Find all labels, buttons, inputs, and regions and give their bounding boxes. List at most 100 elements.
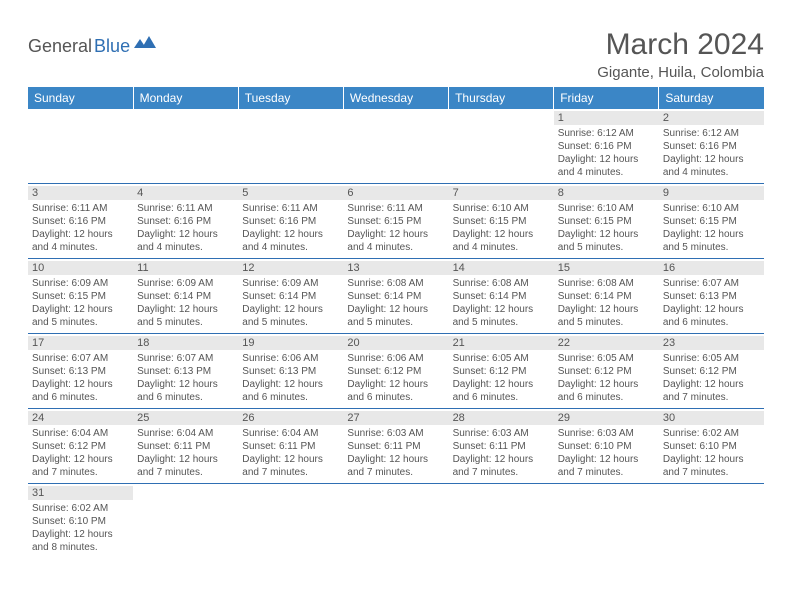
day-number: 31 — [28, 486, 133, 500]
calendar-cell: 29Sunrise: 6:03 AMSunset: 6:10 PMDayligh… — [554, 409, 659, 484]
calendar-cell: 20Sunrise: 6:06 AMSunset: 6:12 PMDayligh… — [343, 334, 448, 409]
day-detail: Sunrise: 6:11 AM — [242, 202, 339, 215]
day-number: 20 — [343, 336, 448, 350]
day-number: 8 — [554, 186, 659, 200]
day-detail: Sunset: 6:15 PM — [347, 215, 444, 228]
day-header: Sunday — [28, 87, 133, 109]
calendar-cell: 2Sunrise: 6:12 AMSunset: 6:16 PMDaylight… — [659, 109, 764, 184]
day-number: 6 — [343, 186, 448, 200]
day-header: Wednesday — [343, 87, 448, 109]
day-detail: and 6 minutes. — [347, 391, 444, 404]
day-header: Friday — [554, 87, 659, 109]
day-detail: Daylight: 12 hours — [663, 228, 760, 241]
day-number: 3 — [28, 186, 133, 200]
day-header: Saturday — [659, 87, 764, 109]
day-detail: Sunset: 6:11 PM — [347, 440, 444, 453]
page-header: GeneralBlue March 2024 Gigante, Huila, C… — [28, 28, 764, 81]
day-detail: Sunrise: 6:09 AM — [32, 277, 129, 290]
day-detail: Daylight: 12 hours — [137, 228, 234, 241]
day-number: 5 — [238, 186, 343, 200]
day-detail: Sunset: 6:16 PM — [558, 140, 655, 153]
location-text: Gigante, Huila, Colombia — [597, 64, 764, 81]
day-detail: Sunset: 6:12 PM — [347, 365, 444, 378]
day-detail: and 7 minutes. — [453, 466, 550, 479]
day-detail: and 4 minutes. — [242, 241, 339, 254]
day-detail: and 5 minutes. — [242, 316, 339, 329]
calendar-cell: 3Sunrise: 6:11 AMSunset: 6:16 PMDaylight… — [28, 184, 133, 259]
day-detail: and 7 minutes. — [32, 466, 129, 479]
day-header: Thursday — [449, 87, 554, 109]
day-number: 15 — [554, 261, 659, 275]
day-detail: Sunset: 6:11 PM — [453, 440, 550, 453]
day-detail: Sunset: 6:14 PM — [558, 290, 655, 303]
calendar-cell — [449, 109, 554, 184]
day-detail: Sunset: 6:10 PM — [558, 440, 655, 453]
calendar-cell — [133, 484, 238, 559]
day-detail: Sunrise: 6:02 AM — [32, 502, 129, 515]
calendar-cell: 15 Sunrise: 6:08 AMSunset: 6:14 PMDayligh… — [554, 259, 659, 334]
day-detail: Sunrise: 6:10 AM — [453, 202, 550, 215]
calendar-cell: 1Sunrise: 6:12 AMSunset: 6:16 PMDaylight… — [554, 109, 659, 184]
day-detail: Daylight: 12 hours — [347, 378, 444, 391]
calendar-page: GeneralBlue March 2024 Gigante, Huila, C… — [0, 0, 792, 558]
day-number: 23 — [659, 336, 764, 350]
calendar-cell — [343, 484, 448, 559]
day-detail: and 6 minutes. — [453, 391, 550, 404]
day-number: 30 — [659, 411, 764, 425]
day-detail: and 8 minutes. — [32, 541, 129, 554]
day-header-row: SundayMondayTuesdayWednesdayThursdayFrid… — [28, 87, 764, 109]
day-detail: Sunset: 6:16 PM — [137, 215, 234, 228]
calendar-cell: 13Sunrise: 6:08 AMSunset: 6:14 PMDayligh… — [343, 259, 448, 334]
day-number: 24 — [28, 411, 133, 425]
day-detail: and 5 minutes. — [558, 241, 655, 254]
day-detail: Daylight: 12 hours — [663, 153, 760, 166]
day-detail: and 5 minutes. — [32, 316, 129, 329]
day-detail: Daylight: 12 hours — [242, 303, 339, 316]
calendar-cell: 30Sunrise: 6:02 AMSunset: 6:10 PMDayligh… — [659, 409, 764, 484]
calendar-cell: 11Sunrise: 6:09 AMSunset: 6:14 PMDayligh… — [133, 259, 238, 334]
calendar-cell: 6Sunrise: 6:11 AMSunset: 6:15 PMDaylight… — [343, 184, 448, 259]
day-detail: Sunset: 6:10 PM — [663, 440, 760, 453]
day-detail: Daylight: 12 hours — [558, 303, 655, 316]
calendar-row: 10Sunrise: 6:09 AMSunset: 6:15 PMDayligh… — [28, 259, 764, 334]
day-detail: Daylight: 12 hours — [347, 228, 444, 241]
calendar-cell: 5Sunrise: 6:11 AMSunset: 6:16 PMDaylight… — [238, 184, 343, 259]
title-block: March 2024 Gigante, Huila, Colombia — [597, 28, 764, 81]
day-detail: Sunrise: 6:05 AM — [663, 352, 760, 365]
day-detail: Sunset: 6:13 PM — [242, 365, 339, 378]
day-detail: and 4 minutes. — [663, 166, 760, 179]
day-number: 10 — [28, 261, 133, 275]
calendar-cell: 17Sunrise: 6:07 AMSunset: 6:13 PMDayligh… — [28, 334, 133, 409]
day-detail: Sunset: 6:10 PM — [32, 515, 129, 528]
day-detail: Sunrise: 6:04 AM — [137, 427, 234, 440]
day-detail: Daylight: 12 hours — [137, 303, 234, 316]
day-detail: and 7 minutes. — [347, 466, 444, 479]
calendar-cell — [238, 109, 343, 184]
day-detail: Sunrise: 6:08 AM — [347, 277, 444, 290]
day-number: 9 — [659, 186, 764, 200]
day-detail: Sunrise: 6:05 AM — [558, 352, 655, 365]
calendar-row: 17Sunrise: 6:07 AMSunset: 6:13 PMDayligh… — [28, 334, 764, 409]
day-detail: Daylight: 12 hours — [558, 378, 655, 391]
day-number: 1 — [554, 111, 659, 125]
day-detail: Daylight: 12 hours — [32, 378, 129, 391]
day-detail: and 6 minutes. — [663, 316, 760, 329]
day-detail: Sunrise: 6:05 AM — [453, 352, 550, 365]
calendar-row: 3Sunrise: 6:11 AMSunset: 6:16 PMDaylight… — [28, 184, 764, 259]
calendar-cell — [133, 109, 238, 184]
day-detail: Sunrise: 6:10 AM — [663, 202, 760, 215]
day-detail: Daylight: 12 hours — [453, 378, 550, 391]
day-detail: Daylight: 12 hours — [242, 378, 339, 391]
day-detail: Daylight: 12 hours — [558, 228, 655, 241]
day-number: 19 — [238, 336, 343, 350]
day-detail: Sunset: 6:14 PM — [242, 290, 339, 303]
day-number: 13 — [343, 261, 448, 275]
day-detail: Sunrise: 6:08 AM — [558, 277, 655, 290]
day-detail: Sunrise: 6:06 AM — [242, 352, 339, 365]
day-detail: Daylight: 12 hours — [32, 228, 129, 241]
day-detail: Sunset: 6:13 PM — [137, 365, 234, 378]
day-detail: Daylight: 12 hours — [242, 453, 339, 466]
calendar-cell: 31Sunrise: 6:02 AMSunset: 6:10 PMDayligh… — [28, 484, 133, 559]
day-detail: and 5 minutes. — [663, 241, 760, 254]
day-number: 16 — [659, 261, 764, 275]
